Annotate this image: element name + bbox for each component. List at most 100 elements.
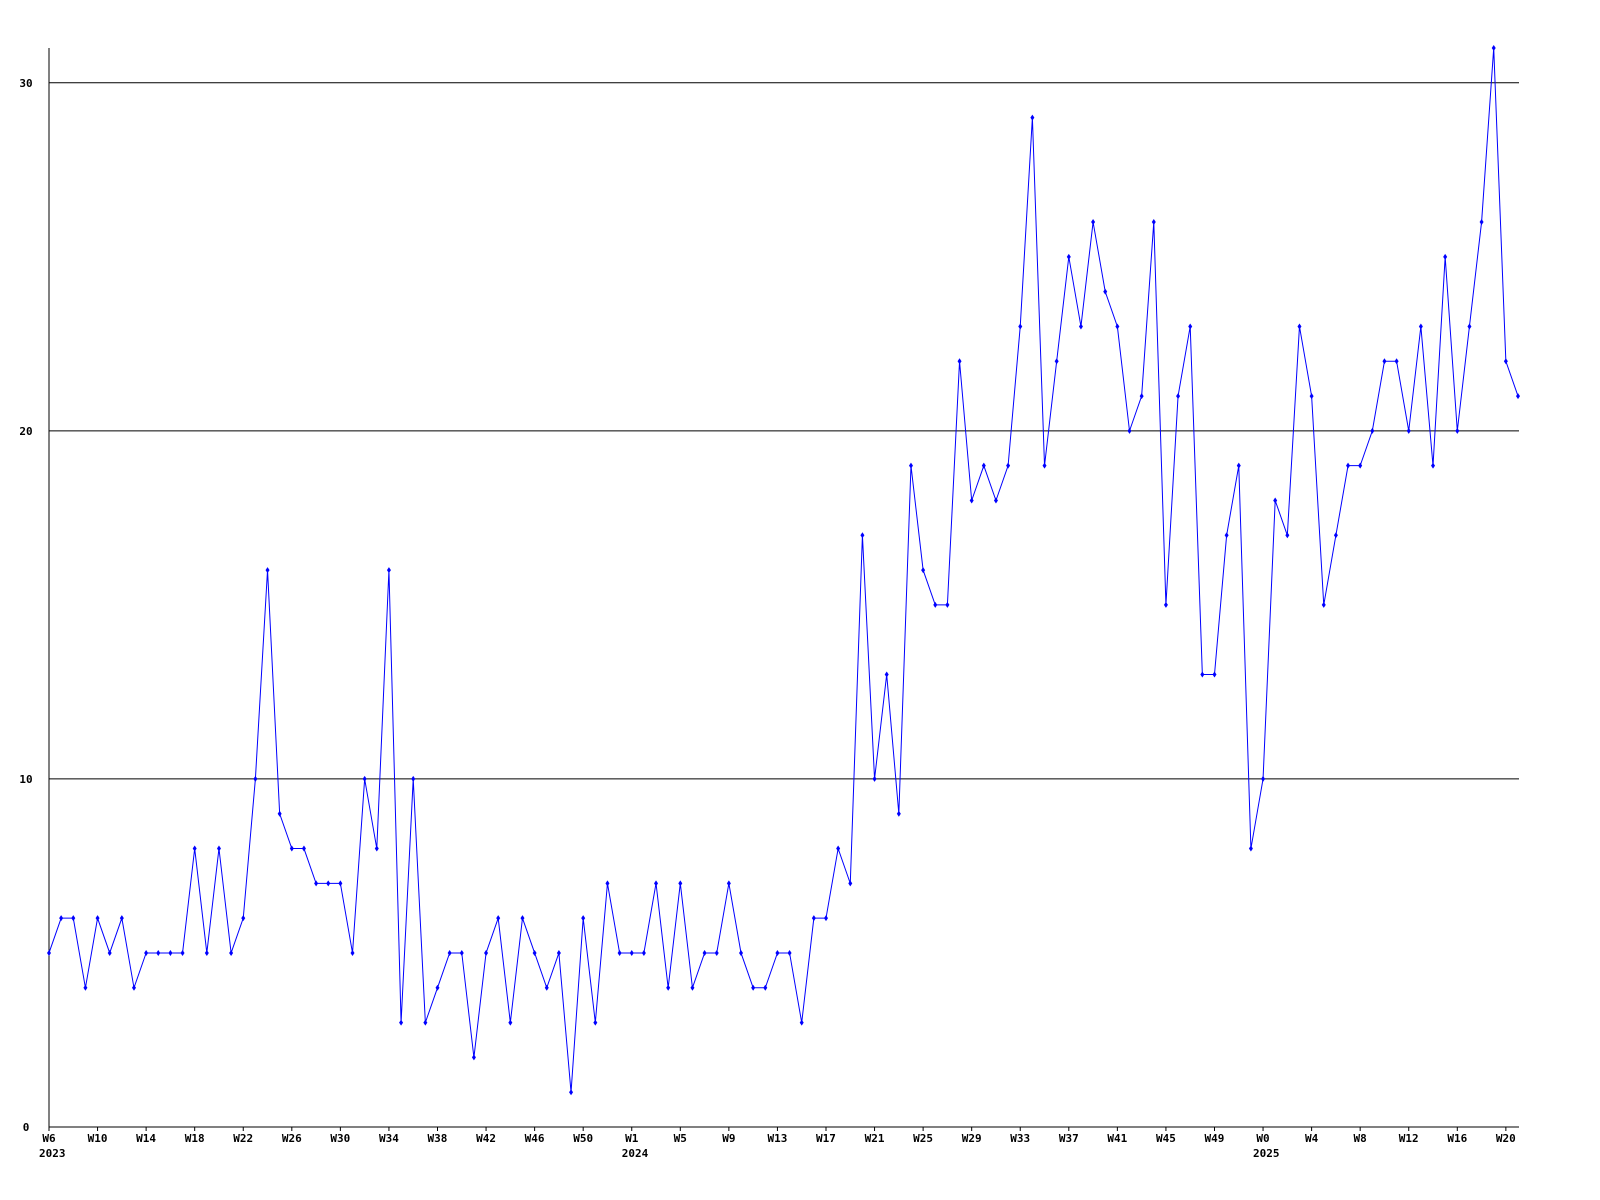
marker	[1018, 323, 1023, 330]
y-tick-label: 10	[19, 773, 32, 786]
marker	[1066, 253, 1071, 260]
marker	[229, 949, 234, 956]
marker	[435, 984, 440, 991]
marker	[338, 880, 343, 887]
x-tick-label: W25	[913, 1132, 933, 1145]
marker	[981, 462, 986, 469]
marker	[131, 984, 136, 991]
marker	[1309, 393, 1314, 400]
marker	[216, 845, 221, 852]
marker	[362, 775, 367, 782]
marker	[1346, 462, 1351, 469]
marker	[1503, 358, 1508, 365]
x-tick-label: W50	[573, 1132, 593, 1145]
x-tick-label: W21	[865, 1132, 885, 1145]
marker	[654, 880, 659, 887]
marker	[775, 949, 780, 956]
marker	[447, 949, 452, 956]
marker	[59, 915, 64, 922]
marker	[374, 845, 379, 852]
marker	[107, 949, 112, 956]
x-tick-label: W16	[1447, 1132, 1467, 1145]
marker	[763, 984, 768, 991]
marker	[1467, 323, 1472, 330]
marker	[314, 880, 319, 887]
marker	[1406, 427, 1411, 434]
marker	[386, 567, 391, 574]
marker	[836, 845, 841, 852]
marker	[326, 880, 331, 887]
x-tick-label: W42	[476, 1132, 496, 1145]
x-tick-label: W37	[1059, 1132, 1079, 1145]
x-tick-label: W1	[625, 1132, 639, 1145]
x-tick-label: W5	[674, 1132, 687, 1145]
marker	[702, 949, 707, 956]
marker	[301, 845, 306, 852]
marker	[1443, 253, 1448, 260]
x-tick-label: W49	[1205, 1132, 1225, 1145]
x-year-label: 2024	[622, 1147, 649, 1160]
marker	[1248, 845, 1253, 852]
marker	[896, 810, 901, 817]
x-tick-label: W12	[1399, 1132, 1419, 1145]
marker	[811, 915, 816, 922]
marker	[848, 880, 853, 887]
marker	[71, 915, 76, 922]
marker	[1078, 323, 1083, 330]
marker	[411, 775, 416, 782]
marker	[1394, 358, 1399, 365]
marker	[1163, 601, 1168, 608]
x-tick-label: W29	[962, 1132, 982, 1145]
marker	[95, 915, 100, 922]
marker	[1285, 532, 1290, 539]
x-tick-label: W45	[1156, 1132, 1176, 1145]
marker	[144, 949, 149, 956]
marker	[1054, 358, 1059, 365]
marker	[1042, 462, 1047, 469]
marker	[253, 775, 258, 782]
x-tick-label: W26	[282, 1132, 302, 1145]
marker	[156, 949, 161, 956]
marker	[1030, 114, 1035, 121]
marker	[714, 949, 719, 956]
marker	[350, 949, 355, 956]
marker	[969, 497, 974, 504]
x-tick-label: W22	[233, 1132, 253, 1145]
marker	[751, 984, 756, 991]
marker	[1382, 358, 1387, 365]
marker	[823, 915, 828, 922]
marker	[581, 915, 586, 922]
marker	[1212, 671, 1217, 678]
marker	[605, 880, 610, 887]
marker	[423, 1019, 428, 1026]
x-tick-label: W41	[1107, 1132, 1127, 1145]
marker	[1139, 393, 1144, 400]
x-tick-label: W6	[42, 1132, 56, 1145]
marker	[617, 949, 622, 956]
marker	[1261, 775, 1266, 782]
marker	[1006, 462, 1011, 469]
marker	[180, 949, 185, 956]
y-tick-label: 20	[19, 425, 32, 438]
marker	[872, 775, 877, 782]
marker	[496, 915, 501, 922]
marker	[1321, 601, 1326, 608]
marker	[629, 949, 634, 956]
marker	[520, 915, 525, 922]
marker	[945, 601, 950, 608]
marker	[1188, 323, 1193, 330]
x-tick-label: W9	[722, 1132, 735, 1145]
marker	[1224, 532, 1229, 539]
y-tick-label: 30	[19, 77, 32, 90]
x-tick-label: W14	[136, 1132, 156, 1145]
marker	[277, 810, 282, 817]
marker	[241, 915, 246, 922]
marker	[1091, 219, 1096, 226]
marker	[1103, 288, 1108, 295]
x-tick-label: W4	[1305, 1132, 1319, 1145]
marker	[556, 949, 561, 956]
marker	[569, 1089, 574, 1096]
marker	[1455, 427, 1460, 434]
marker	[860, 532, 865, 539]
marker	[532, 949, 537, 956]
